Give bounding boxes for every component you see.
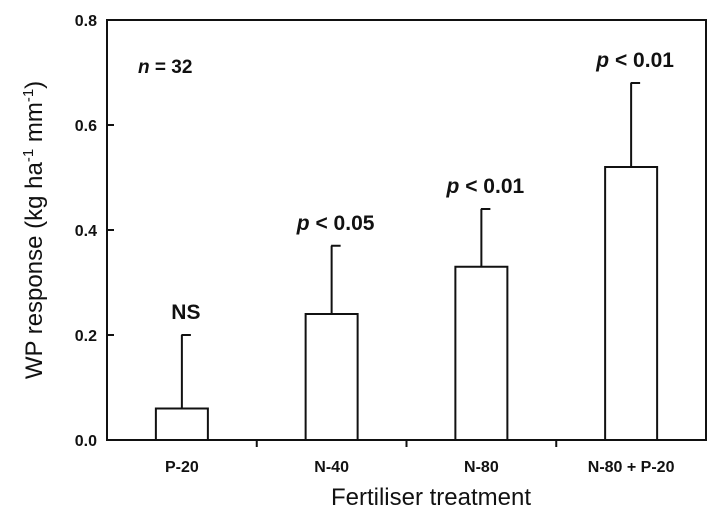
x-axis-title: Fertiliser treatment <box>331 484 531 511</box>
significance-var: p <box>446 175 460 198</box>
significance-value: NS <box>171 301 200 324</box>
bar <box>454 265 509 441</box>
significance-labels: NSp < 0.05p < 0.01p < 0.01 <box>171 49 674 324</box>
y-tick-label: 0.2 <box>75 328 97 345</box>
y-axis-ticks: 0.0 0.2 0.4 0.6 0.8 <box>75 13 114 450</box>
significance-value: < 0.05 <box>310 212 375 235</box>
significance-label: NS <box>171 301 200 324</box>
significance-label: p < 0.05 <box>296 212 375 235</box>
significance-value: < 0.01 <box>609 49 674 72</box>
sample-size-var: n <box>138 57 150 78</box>
bar <box>154 407 209 441</box>
y-tick-label: 0.6 <box>75 118 97 135</box>
x-tick-label: P-20 <box>165 459 199 476</box>
y-axis-title-mid: mm <box>21 102 48 149</box>
bar <box>604 166 659 441</box>
x-tick-label: N-40 <box>314 459 349 476</box>
y-axis-title-sup1: -1 <box>20 149 37 162</box>
x-tick-label: N-80 + P-20 <box>588 459 675 476</box>
significance-label: p < 0.01 <box>595 49 674 72</box>
bars <box>154 166 659 441</box>
y-axis-title: WP response (kg ha-1 mm-1) <box>20 81 48 379</box>
error-bars <box>180 82 641 409</box>
y-tick-label: 0.4 <box>75 223 97 240</box>
sample-size-annotation: n = 32 <box>138 57 192 78</box>
y-axis-title-main: WP response (kg ha <box>21 162 48 380</box>
y-axis-title-sup2: -1 <box>20 89 37 102</box>
significance-var: p <box>595 49 609 72</box>
y-tick-label: 0.0 <box>75 433 97 450</box>
x-axis-ticks <box>255 440 558 447</box>
category-labels: P-20 N-40 N-80 N-80 + P-20 <box>165 459 675 476</box>
significance-label: p < 0.01 <box>446 175 525 198</box>
y-axis-title-end: ) <box>21 81 48 89</box>
significance-var: p <box>296 212 310 235</box>
bar <box>304 313 359 441</box>
significance-value: < 0.01 <box>459 175 524 198</box>
y-tick-label: 0.8 <box>75 13 97 30</box>
sample-size-value: = 32 <box>150 57 193 78</box>
x-tick-label: N-80 <box>464 459 499 476</box>
